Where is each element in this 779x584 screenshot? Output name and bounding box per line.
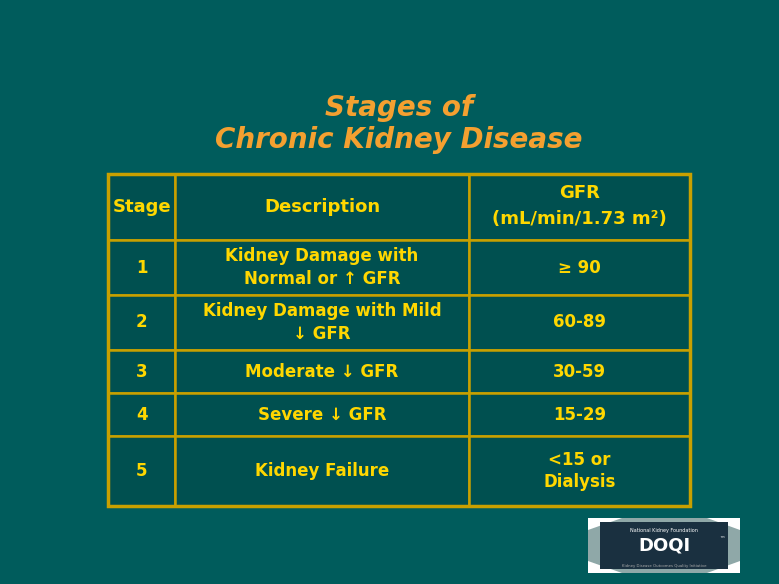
Text: 2: 2 bbox=[136, 314, 147, 331]
Bar bbox=[469, 436, 690, 506]
Text: National Kidney Foundation: National Kidney Foundation bbox=[630, 528, 698, 533]
Bar bbox=[469, 295, 690, 350]
Text: Stages of: Stages of bbox=[325, 94, 474, 122]
Text: 3: 3 bbox=[136, 363, 147, 381]
Bar bbox=[108, 295, 175, 350]
Text: Kidney Disease Outcomes Quality Initiative: Kidney Disease Outcomes Quality Initiati… bbox=[622, 564, 707, 568]
Text: 1: 1 bbox=[136, 259, 147, 276]
Bar bbox=[175, 393, 469, 436]
Text: Chronic Kidney Disease: Chronic Kidney Disease bbox=[216, 126, 583, 154]
Text: (mL/min/1.73 m²): (mL/min/1.73 m²) bbox=[492, 210, 667, 228]
Polygon shape bbox=[588, 518, 622, 530]
Bar bbox=[175, 240, 469, 295]
Text: DOQI: DOQI bbox=[638, 537, 690, 555]
Text: ™: ™ bbox=[719, 537, 724, 541]
Text: <15 or
Dialysis: <15 or Dialysis bbox=[544, 451, 616, 491]
Bar bbox=[108, 436, 175, 506]
Polygon shape bbox=[707, 518, 740, 530]
Text: 4: 4 bbox=[136, 406, 147, 424]
Bar bbox=[469, 350, 690, 393]
Text: 5: 5 bbox=[136, 463, 147, 480]
Bar bbox=[175, 436, 469, 506]
Text: GFR: GFR bbox=[559, 185, 600, 203]
Bar bbox=[469, 393, 690, 436]
Text: Stage: Stage bbox=[112, 198, 171, 215]
Text: Kidney Damage with
Normal or ↑ GFR: Kidney Damage with Normal or ↑ GFR bbox=[225, 248, 419, 287]
Text: Moderate ↓ GFR: Moderate ↓ GFR bbox=[245, 363, 399, 381]
Text: Kidney Failure: Kidney Failure bbox=[255, 463, 390, 480]
Bar bbox=[469, 173, 690, 240]
Text: Severe ↓ GFR: Severe ↓ GFR bbox=[258, 406, 386, 424]
Bar bbox=[175, 173, 469, 240]
Bar bbox=[469, 240, 690, 295]
Bar bbox=[108, 173, 690, 506]
Polygon shape bbox=[707, 561, 740, 573]
Text: 30-59: 30-59 bbox=[553, 363, 606, 381]
Text: Description: Description bbox=[264, 198, 380, 215]
Bar bbox=[175, 350, 469, 393]
Text: 60-89: 60-89 bbox=[553, 314, 606, 331]
Bar bbox=[601, 523, 728, 569]
Text: ≥ 90: ≥ 90 bbox=[559, 259, 601, 276]
Bar bbox=[175, 295, 469, 350]
Text: 15-29: 15-29 bbox=[553, 406, 606, 424]
Bar bbox=[108, 240, 175, 295]
Polygon shape bbox=[588, 561, 622, 573]
Bar bbox=[108, 173, 175, 240]
Bar bbox=[108, 393, 175, 436]
Bar bbox=[108, 350, 175, 393]
Text: Kidney Damage with Mild
↓ GFR: Kidney Damage with Mild ↓ GFR bbox=[203, 303, 442, 343]
